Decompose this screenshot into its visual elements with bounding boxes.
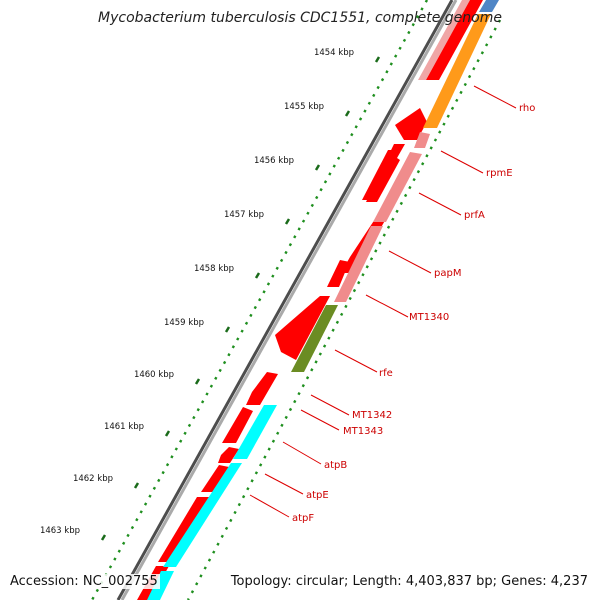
cds-arrow	[395, 108, 427, 140]
major-tick	[164, 430, 171, 437]
label-leader-line	[440, 150, 484, 174]
label-leader-line	[300, 409, 340, 431]
gene-label: atpF	[292, 513, 314, 524]
outer-tick-track	[186, 19, 502, 600]
major-tick	[194, 378, 201, 385]
tick-ring	[90, 0, 429, 600]
backbone-outer	[116, 0, 454, 600]
feature-block-blue	[479, 0, 499, 12]
tick-labels: 1454 kbp 1455 kbp 1456 kbp 1457 kbp 1458 kbp…	[40, 48, 381, 541]
length-value: 4,403,837 bp	[405, 574, 493, 589]
gene-label: papM	[434, 268, 461, 279]
label-leader-line	[473, 85, 517, 109]
cds-arrow	[362, 150, 400, 200]
feature-block-orange	[423, 14, 491, 128]
cds-arrow	[201, 465, 229, 492]
tick-label: 1461 kbp	[104, 422, 144, 432]
genes-value: 4,237	[550, 574, 588, 589]
cds-arrow	[218, 447, 239, 463]
label-leader-line	[334, 349, 378, 373]
gene-label: rfe	[379, 368, 393, 379]
cds-shade	[418, 0, 470, 80]
label-leader-line	[282, 441, 322, 465]
feature-block-cyan	[233, 405, 277, 459]
major-tick	[344, 110, 351, 117]
feature-block-cyan	[163, 463, 242, 567]
gene-label: prfA	[464, 210, 485, 221]
gene-label: MT1340	[409, 312, 449, 323]
cds-arrow	[222, 407, 253, 443]
cds-arrow	[327, 260, 350, 287]
tick-label: 1459 kbp	[164, 318, 204, 328]
accession-value: NC_002755	[82, 574, 158, 589]
label-leader-line	[249, 494, 290, 518]
accession-label: Accession:	[10, 574, 79, 589]
tick-label: 1462 kbp	[73, 474, 113, 484]
tick-label: 1458 kbp	[194, 264, 234, 274]
map-title: Mycobacterium tuberculosis CDC1551, comp…	[98, 10, 502, 26]
gene-labels: rho rpmE prfA papM MT1340 rfe MT1342 MT1343 atpB…	[249, 85, 535, 524]
tick-label: 1457 kbp	[224, 210, 264, 220]
major-tick	[254, 272, 261, 279]
tick-label: 1460 kbp	[134, 370, 174, 380]
accession-footer: Accession: NC_002755	[8, 574, 160, 589]
length-label: Length:	[352, 574, 402, 589]
label-leader-line	[264, 473, 304, 495]
topology-value: circular	[295, 574, 344, 589]
tick-label: 1456 kbp	[254, 156, 294, 166]
gene-label: rpmE	[486, 168, 513, 179]
gene-label: MT1343	[343, 426, 383, 437]
tick-label: 1463 kbp	[40, 526, 80, 536]
gene-label: atpB	[324, 460, 347, 471]
label-leader-line	[388, 250, 432, 274]
major-tick	[374, 56, 381, 63]
gene-label: MT1342	[352, 410, 392, 421]
label-leader-line	[418, 192, 462, 216]
feature-block-pink	[334, 226, 383, 302]
topology-label: Topology:	[230, 574, 292, 589]
cds-arrow	[246, 372, 278, 405]
cds-arrow	[158, 497, 209, 562]
major-tick	[224, 326, 231, 333]
genes-label: Genes:	[501, 574, 547, 589]
forward-strand-cds	[137, 0, 483, 600]
tick-label: 1454 kbp	[314, 48, 354, 58]
major-tick	[100, 534, 107, 541]
feature-block-pink	[373, 152, 422, 222]
feature-row	[147, 0, 499, 600]
backbone-inner	[120, 0, 458, 600]
label-leader-line	[310, 394, 350, 416]
major-tick	[284, 218, 291, 225]
feature-block-pink	[414, 132, 430, 148]
tick-label: 1455 kbp	[284, 102, 324, 112]
genome-summary-footer: Topology: circular; Length: 4,403,837 bp…	[228, 574, 590, 589]
feature-block-olive	[291, 305, 338, 372]
major-tick	[314, 164, 321, 171]
major-tick	[133, 482, 140, 489]
feature-block-cyan	[147, 571, 174, 600]
gene-label: atpE	[306, 490, 329, 501]
label-leader-line	[365, 294, 409, 318]
cds-arrow	[275, 296, 330, 360]
gene-label: rho	[519, 103, 535, 114]
cds-arrow	[426, 0, 483, 80]
